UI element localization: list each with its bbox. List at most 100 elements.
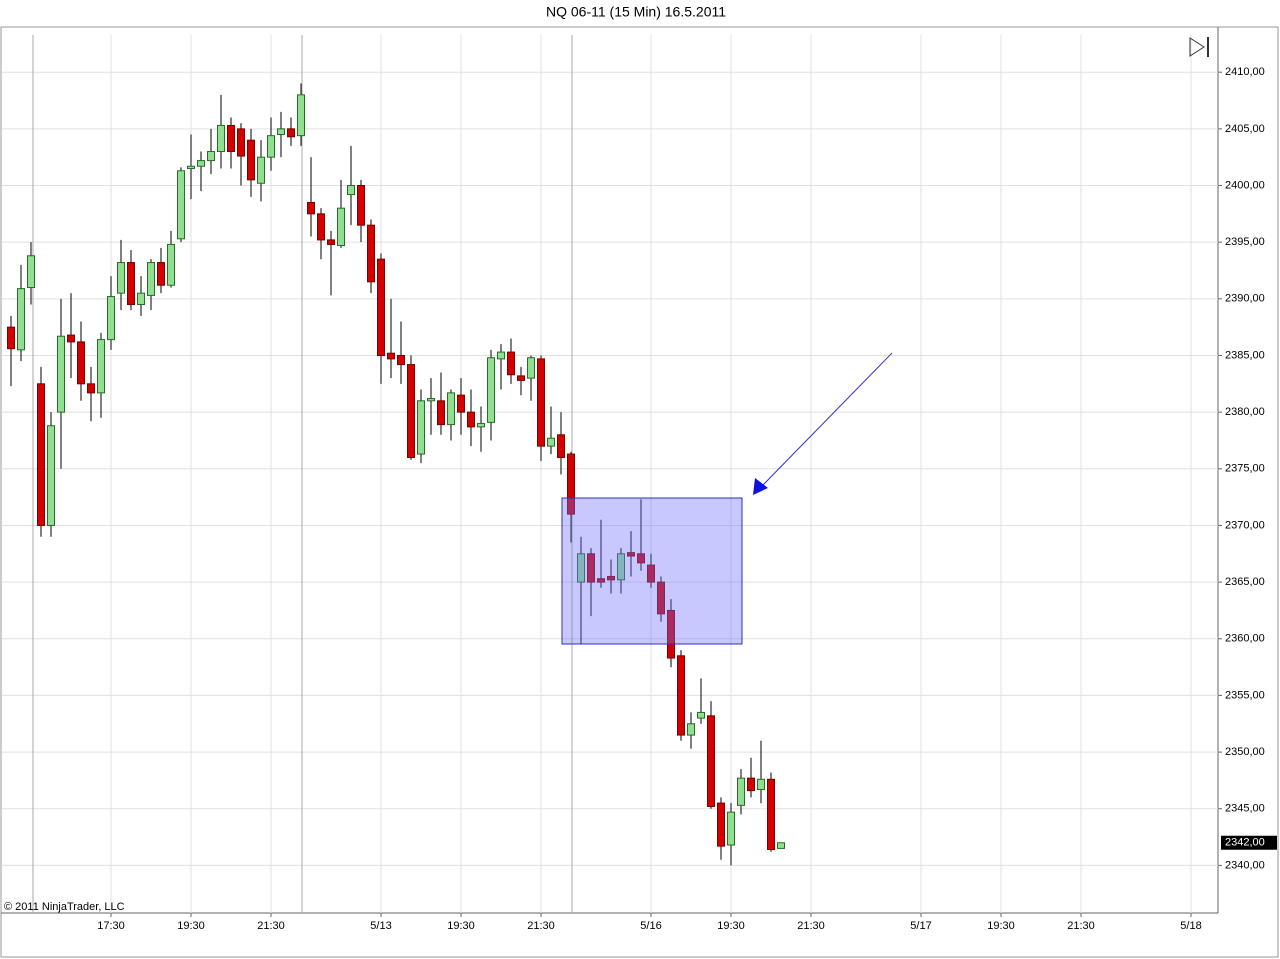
y-tick-label: 2345,00 (1225, 803, 1265, 815)
candle-body (277, 128, 285, 136)
candle-body (57, 335, 65, 413)
frame (0, 26, 1279, 958)
candle-body (777, 842, 785, 849)
candle-body (357, 185, 365, 226)
candle-body (317, 213, 325, 241)
candle-body (157, 262, 165, 286)
candle-body (17, 288, 25, 351)
candle-body (557, 434, 565, 458)
candle-body (637, 553, 645, 564)
candle-body (767, 778, 775, 851)
y-tick-label: 2355,00 (1225, 689, 1265, 701)
candle-body (537, 358, 545, 447)
last-price-box (1221, 835, 1277, 850)
candle-body (447, 392, 455, 426)
candle-body (587, 553, 595, 583)
y-tick-label: 2395,00 (1225, 236, 1265, 248)
candle-body (107, 296, 115, 341)
candle-body (147, 262, 155, 296)
x-tick-label: 5/17 (910, 920, 931, 932)
candle-body (697, 711, 705, 719)
candle-body (707, 715, 715, 807)
candle-body (287, 128, 295, 138)
candle-body (617, 553, 625, 581)
candle-body (27, 255, 35, 288)
candle-body (217, 124, 225, 153)
candle-body (207, 151, 215, 162)
candle-body (387, 352, 395, 360)
y-tick-label: 2370,00 (1225, 519, 1265, 531)
y-tick-label: 2340,00 (1225, 859, 1265, 871)
candle-body (597, 578, 605, 583)
candle-body (227, 124, 235, 153)
x-tick-label: 17:30 (97, 920, 125, 932)
x-tick-label: 19:30 (177, 920, 205, 932)
chart-title: NQ 06-11 (15 Min) 16.5.2011 (546, 4, 726, 20)
y-tick-label: 2385,00 (1225, 349, 1265, 361)
candle-body (337, 207, 345, 247)
candle-body (577, 553, 585, 583)
candle-body (307, 202, 315, 215)
candle-body (757, 778, 765, 790)
y-tick-label: 2390,00 (1225, 293, 1265, 305)
candle-body (247, 139, 255, 181)
candle-body (267, 135, 275, 158)
x-tick-label: 5/16 (640, 920, 661, 932)
y-tick-label: 2410,00 (1225, 66, 1265, 78)
candle-body (527, 357, 535, 379)
x-tick-label: 21:30 (1067, 920, 1095, 932)
candle-body (67, 334, 75, 343)
x-tick-label: 19:30 (717, 920, 745, 932)
candle-body (117, 262, 125, 294)
candle-body (327, 239, 335, 245)
candle-body (667, 609, 675, 659)
candle-body (497, 351, 505, 360)
candle-body (437, 400, 445, 426)
x-tick-label: 21:30 (797, 920, 825, 932)
candle-body (657, 581, 665, 615)
candle-body (507, 351, 515, 376)
candle-body (687, 723, 695, 736)
candle-body (257, 156, 265, 184)
scroll-end-icon[interactable] (1189, 37, 1209, 57)
candle-body (627, 552, 635, 557)
candle-body (467, 411, 475, 428)
candle-body (737, 777, 745, 806)
candle-body (677, 655, 685, 736)
candle-body (367, 224, 375, 283)
candle-body (37, 383, 45, 526)
candle-body (567, 453, 575, 515)
candle-body (177, 170, 185, 240)
y-tick-label: 2360,00 (1225, 633, 1265, 645)
candle-body (127, 262, 135, 305)
x-tick-label: 19:30 (987, 920, 1015, 932)
candle-body (417, 400, 425, 455)
candle-body (167, 243, 175, 286)
candle-body (47, 425, 55, 526)
candle-body (547, 437, 555, 447)
arrow-line (761, 352, 893, 487)
y-tick-label: 2400,00 (1225, 179, 1265, 191)
grid (2, 35, 1218, 913)
candle-body (607, 575, 615, 581)
y-tick-label: 2405,00 (1225, 123, 1265, 135)
candle-body (477, 422, 485, 428)
last-price-label: 2342,00 (1225, 837, 1265, 849)
candle-body (397, 354, 405, 366)
candle-body (427, 398, 435, 402)
candle-body (347, 185, 355, 196)
candle-body (457, 394, 465, 413)
y-tick-label: 2350,00 (1225, 746, 1265, 758)
candle-body (297, 94, 305, 137)
candle-body (487, 357, 495, 423)
highlight-box (561, 497, 743, 645)
x-tick-label: 21:30 (257, 920, 285, 932)
x-tick-label: 21:30 (527, 920, 555, 932)
candle-body (747, 777, 755, 792)
candle-body (197, 160, 205, 167)
x-tick-label: 19:30 (447, 920, 475, 932)
candle-body (187, 165, 195, 170)
candle-body (97, 339, 105, 394)
candle-body (87, 383, 95, 394)
